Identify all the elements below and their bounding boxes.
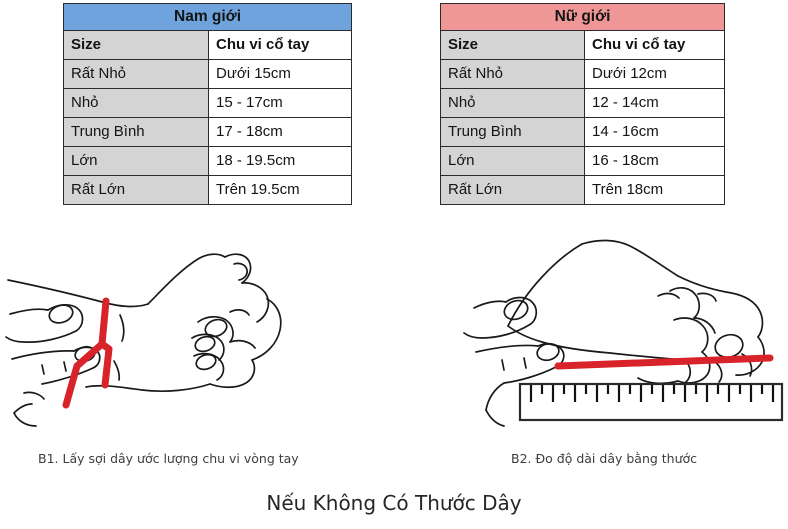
table-row: Rất Lớn Trên 18cm — [440, 175, 726, 205]
table-row: Rất Nhỏ Dưới 12cm — [440, 59, 726, 89]
cell-size-value: 15 - 17cm — [207, 88, 353, 118]
cell-size-label: Lớn — [440, 146, 585, 176]
cell-size-value: Dưới 12cm — [583, 59, 726, 89]
table-title-row: Nữ giới — [439, 3, 726, 31]
table-title-row: Nam giới — [62, 3, 353, 31]
cell-size-label: Rất Nhỏ — [63, 59, 209, 89]
cell-size-value: Dưới 15cm — [207, 59, 353, 89]
table-header-row: Size Chu vi cổ tay — [440, 30, 726, 60]
column-header-size: Size — [440, 30, 585, 60]
cell-size-label: Nhỏ — [63, 88, 209, 118]
cell-size-value: Trên 19.5cm — [207, 175, 353, 205]
column-header-circumference: Chu vi cổ tay — [207, 30, 353, 60]
illustration-string-ruler — [458, 236, 786, 445]
cell-size-label: Nhỏ — [440, 88, 585, 118]
table-title-female: Nữ giới — [439, 3, 726, 31]
cell-size-value: Trên 18cm — [583, 175, 726, 205]
table-row: Nhỏ 15 - 17cm — [63, 88, 353, 118]
cell-size-value: 12 - 14cm — [583, 88, 726, 118]
caption-step-1: B1. Lấy sợi dây ước lượng chu vi vòng ta… — [38, 451, 299, 466]
caption-step-2: B2. Đo độ dài dây bằng thước — [511, 451, 698, 466]
table-row: Trung Bình 14 - 16cm — [440, 117, 726, 147]
footer-note: Nếu Không Có Thước Dây — [266, 491, 522, 515]
cell-size-value: 18 - 19.5cm — [207, 146, 353, 176]
cell-size-label: Trung Bình — [63, 117, 209, 147]
table-row: Lớn 18 - 19.5cm — [63, 146, 353, 176]
column-header-size: Size — [63, 30, 209, 60]
table-row: Lớn 16 - 18cm — [440, 146, 726, 176]
table-row: Rất Nhỏ Dưới 15cm — [63, 59, 353, 89]
cell-size-label: Rất Nhỏ — [440, 59, 585, 89]
size-table-female: Nữ giới Size Chu vi cổ tay Rất Nhỏ Dưới … — [439, 3, 726, 205]
cell-size-label: Lớn — [63, 146, 209, 176]
size-table-male: Nam giới Size Chu vi cổ tay Rất Nhỏ Dưới… — [62, 3, 353, 205]
cell-size-label: Rất Lớn — [440, 175, 585, 205]
hand-measuring-string-with-ruler-icon — [463, 239, 784, 427]
cell-size-label: Rất Lớn — [63, 175, 209, 205]
cell-size-label: Trung Bình — [440, 117, 585, 147]
table-header-row: Size Chu vi cổ tay — [63, 30, 353, 60]
illustration-wrist-string — [2, 238, 292, 443]
table-row: Nhỏ 12 - 14cm — [440, 88, 726, 118]
table-row: Trung Bình 17 - 18cm — [63, 117, 353, 147]
column-header-circumference: Chu vi cổ tay — [583, 30, 726, 60]
ruler-icon — [518, 382, 784, 422]
cell-size-value: 16 - 18cm — [583, 146, 726, 176]
hand-with-string-around-wrist-icon — [5, 253, 282, 427]
cell-size-value: 17 - 18cm — [207, 117, 353, 147]
table-title-male: Nam giới — [62, 3, 353, 31]
cell-size-value: 14 - 16cm — [583, 117, 726, 147]
table-row: Rất Lớn Trên 19.5cm — [63, 175, 353, 205]
